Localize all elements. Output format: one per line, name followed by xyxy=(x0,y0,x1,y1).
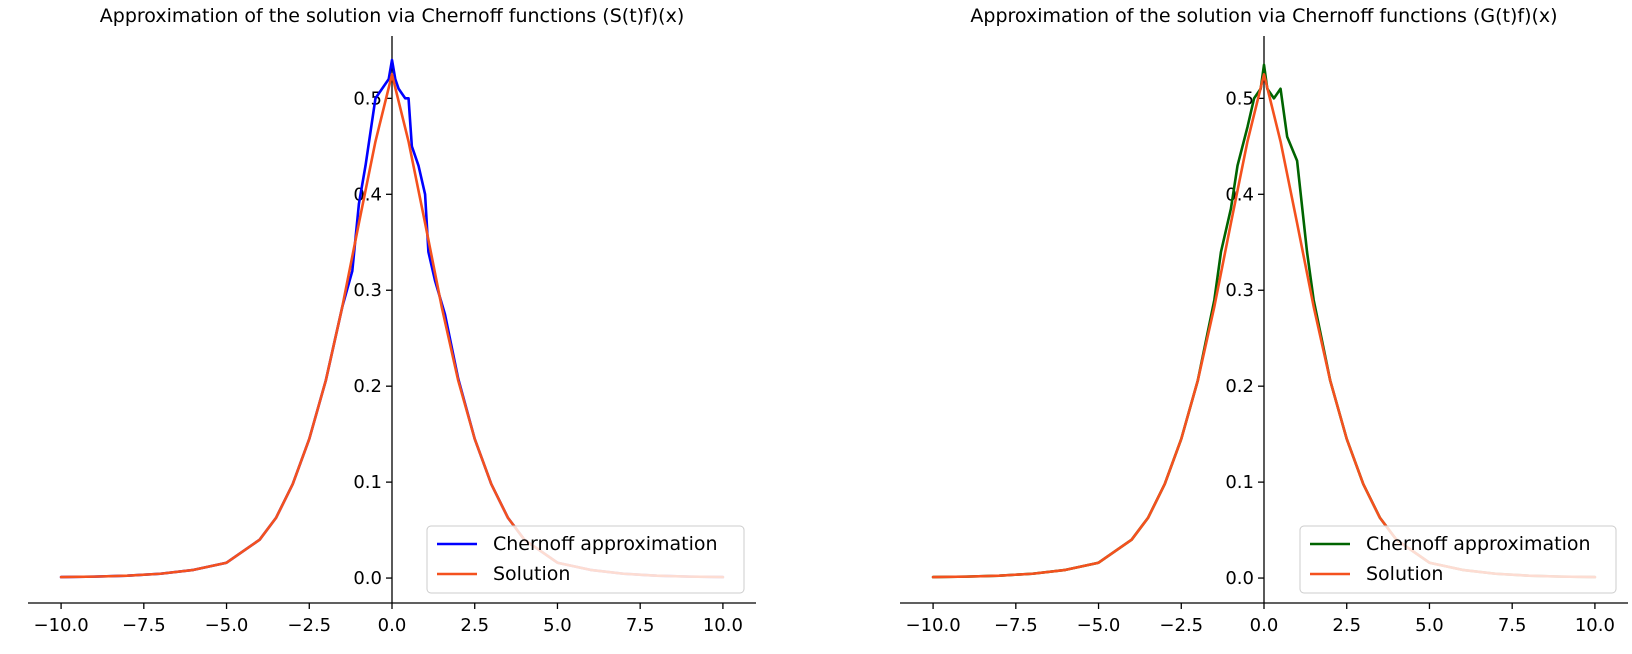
x-tick-label: 0.0 xyxy=(1250,615,1279,636)
y-tick-label: 0.0 xyxy=(353,568,382,589)
y-tick-label: 0.3 xyxy=(353,280,382,301)
chart-g: Approximation of the solution via Cherno… xyxy=(900,5,1628,636)
legend-box xyxy=(426,525,745,594)
legend: Chernoff approximation Solution xyxy=(1299,525,1617,594)
y-tick-label: 0.2 xyxy=(353,376,382,397)
chart-title: Approximation of the solution via Cherno… xyxy=(970,5,1557,27)
x-tick-label: −2.5 xyxy=(1159,615,1203,636)
legend-label-solution: Solution xyxy=(493,563,570,585)
x-tick-label: 7.5 xyxy=(626,615,655,636)
x-tick-label: −10.0 xyxy=(34,615,89,636)
x-tick-label: 0.0 xyxy=(378,615,407,636)
y-tick-label: 0.1 xyxy=(353,472,382,493)
axes xyxy=(28,36,756,604)
chart-title: Approximation of the solution via Cherno… xyxy=(100,5,684,27)
legend: Chernoff approximation Solution xyxy=(426,525,745,594)
x-tick-label: 10.0 xyxy=(703,615,743,636)
legend-label-chernoff: Chernoff approximation xyxy=(1366,533,1591,555)
axes xyxy=(900,36,1628,604)
y-tick-label: 0.3 xyxy=(1225,280,1254,301)
x-tick-label: −2.5 xyxy=(287,615,331,636)
x-tick-label: 5.0 xyxy=(1415,615,1444,636)
x-tick-label: −5.0 xyxy=(205,615,249,636)
y-tick-label: 0.4 xyxy=(353,184,382,205)
y-tick-label: 0.5 xyxy=(353,88,382,109)
y-tick-label: 0.2 xyxy=(1225,376,1254,397)
x-tick-label: −7.5 xyxy=(122,615,166,636)
x-tick-label: 5.0 xyxy=(543,615,572,636)
x-tick-label: 7.5 xyxy=(1498,615,1527,636)
ticks: −10.0 −7.5 −5.0 −2.5 0.0 2.5 5.0 7.5 10.0 0.0 0.1 0… xyxy=(906,88,1615,636)
y-tick-label: 0.4 xyxy=(1225,184,1254,205)
legend-box xyxy=(1299,525,1617,594)
x-tick-label: −5.0 xyxy=(1077,615,1121,636)
x-tick-label: 10.0 xyxy=(1575,615,1615,636)
x-tick-label: 2.5 xyxy=(1332,615,1361,636)
x-tick-label: 2.5 xyxy=(460,615,489,636)
chart-s: Approximation of the solution via Cherno… xyxy=(28,5,756,636)
y-tick-label: 0.0 xyxy=(1225,568,1254,589)
y-tick-label: 0.1 xyxy=(1225,472,1254,493)
legend-label-chernoff: Chernoff approximation xyxy=(493,533,718,555)
x-tick-label: −7.5 xyxy=(994,615,1038,636)
legend-label-solution: Solution xyxy=(1366,563,1443,585)
y-tick-label: 0.5 xyxy=(1225,88,1254,109)
x-tick-label: −10.0 xyxy=(906,615,961,636)
